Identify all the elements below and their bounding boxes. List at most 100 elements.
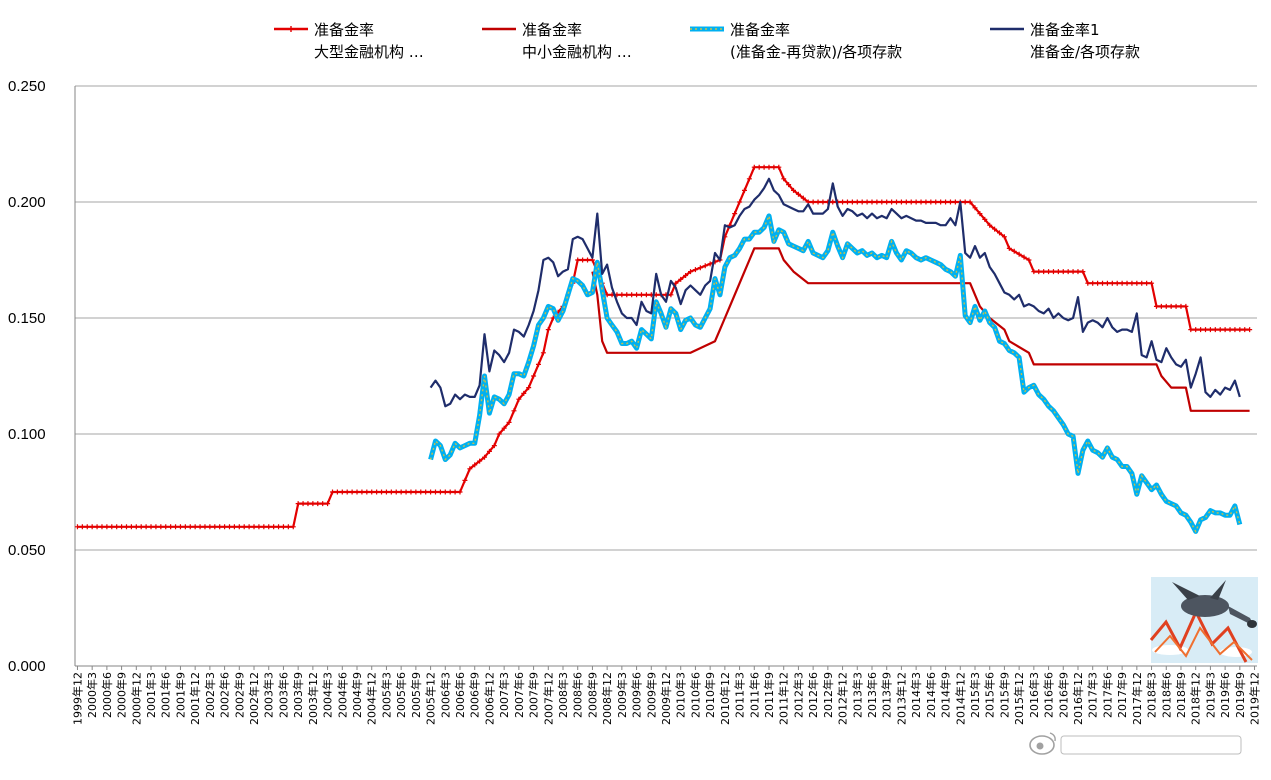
data-point-marker — [300, 501, 306, 507]
data-point-marker — [683, 272, 689, 278]
data-point-marker — [776, 164, 782, 170]
data-point-marker — [158, 524, 164, 530]
x-tick-label: 2004年12 — [365, 672, 379, 725]
data-point-marker — [1070, 269, 1076, 275]
x-tick-label: 2011年3 — [733, 672, 747, 718]
data-point-marker — [1036, 269, 1042, 275]
data-point-marker — [334, 489, 340, 495]
data-point-marker — [1041, 269, 1047, 275]
data-point-marker — [751, 164, 757, 170]
data-point-marker — [1153, 303, 1159, 309]
x-tick-label: 2009年6 — [630, 672, 644, 718]
data-point-marker — [918, 199, 924, 205]
x-tick-label: 2007年6 — [512, 672, 526, 718]
data-point-marker — [781, 176, 787, 182]
data-point-marker — [889, 199, 895, 205]
data-point-marker — [99, 524, 105, 530]
x-tick-label: 2017年12 — [1130, 672, 1144, 725]
x-tick-label: 2012年9 — [821, 672, 835, 718]
data-point-marker — [182, 524, 188, 530]
data-point-marker — [1016, 251, 1022, 257]
x-tick-label: 2017年6 — [1100, 672, 1114, 718]
x-tick-label: 2000年3 — [85, 672, 99, 718]
data-point-marker — [1183, 303, 1189, 309]
data-point-marker — [207, 524, 213, 530]
data-point-marker — [1163, 303, 1169, 309]
data-point-marker — [746, 176, 752, 182]
data-point-marker — [408, 489, 414, 495]
data-point-marker — [575, 257, 581, 263]
legend-sublabel: 大型金融机构 … — [314, 43, 424, 61]
x-tick-label: 2016年9 — [1056, 672, 1070, 718]
x-tick-label: 2013年12 — [894, 672, 908, 725]
data-point-marker — [379, 489, 385, 495]
data-point-marker — [943, 199, 949, 205]
data-point-marker — [673, 280, 679, 286]
thumbnail-bird-head — [1247, 620, 1257, 628]
data-point-marker — [952, 199, 958, 205]
data-point-marker — [467, 466, 473, 472]
data-point-marker — [428, 489, 434, 495]
series-4 — [429, 177, 1241, 408]
x-tick-label: 2000年12 — [129, 672, 143, 725]
data-point-marker — [844, 199, 850, 205]
data-point-marker — [987, 222, 993, 228]
data-point-marker — [967, 199, 973, 205]
y-tick-label: 0.250 — [8, 78, 46, 95]
legend-sublabel: 准备金/各项存款 — [1030, 43, 1140, 61]
data-point-marker — [1055, 269, 1061, 275]
x-tick-label: 2003年12 — [306, 672, 320, 725]
x-tick-label: 2013年6 — [865, 672, 879, 718]
data-point-marker — [423, 489, 429, 495]
x-tick-label: 2001年6 — [159, 672, 173, 718]
x-tick-label: 2007年3 — [497, 672, 511, 718]
data-point-marker — [1188, 327, 1194, 333]
y-tick-label: 0.150 — [8, 310, 46, 327]
data-point-marker — [177, 524, 183, 530]
data-point-marker — [884, 199, 890, 205]
x-tick-label: 2001年12 — [188, 672, 202, 725]
data-point-marker — [1134, 280, 1140, 286]
x-tick-label: 2019年6 — [1218, 672, 1232, 718]
x-tick-label: 2016年6 — [1042, 672, 1056, 718]
data-point-marker — [217, 524, 223, 530]
y-tick-label: 0.200 — [8, 194, 46, 211]
data-point-marker — [482, 454, 488, 460]
data-point-marker — [531, 373, 537, 379]
data-point-marker — [344, 489, 350, 495]
x-tick-label: 2011年6 — [747, 672, 761, 718]
data-point-marker — [1100, 280, 1106, 286]
x-tick-label: 2012年3 — [791, 672, 805, 718]
data-point-marker — [1104, 280, 1110, 286]
data-point-marker — [580, 257, 586, 263]
data-point-marker — [1247, 327, 1253, 333]
data-point-marker — [638, 292, 644, 298]
x-tick-label: 2008年9 — [585, 672, 599, 718]
data-point-marker — [222, 524, 228, 530]
x-tick-label: 2005年3 — [379, 672, 393, 718]
x-tick-label: 2008年3 — [556, 672, 570, 718]
x-tick-label: 1999年12 — [70, 672, 84, 725]
x-tick-label: 2010年6 — [688, 672, 702, 718]
data-point-marker — [123, 524, 129, 530]
data-point-marker — [94, 524, 100, 530]
data-point-marker — [697, 265, 703, 271]
x-tick-label: 2013年9 — [880, 672, 894, 718]
data-point-marker — [849, 199, 855, 205]
x-tick-label: 2019年3 — [1203, 672, 1217, 718]
data-point-marker — [741, 187, 747, 193]
data-point-marker — [163, 524, 169, 530]
legend-entry-3: 准备金率 (准备金-再贷款)/各项存款 — [690, 21, 902, 61]
y-tick-label: 0.000 — [8, 658, 46, 675]
data-point-marker — [320, 501, 326, 507]
data-point-marker — [526, 385, 532, 391]
data-point-marker — [830, 199, 836, 205]
data-point-marker — [305, 501, 311, 507]
data-point-marker — [187, 524, 193, 530]
data-point-marker — [1129, 280, 1135, 286]
data-point-marker — [923, 199, 929, 205]
data-point-marker — [1237, 327, 1243, 333]
data-point-marker — [418, 489, 424, 495]
